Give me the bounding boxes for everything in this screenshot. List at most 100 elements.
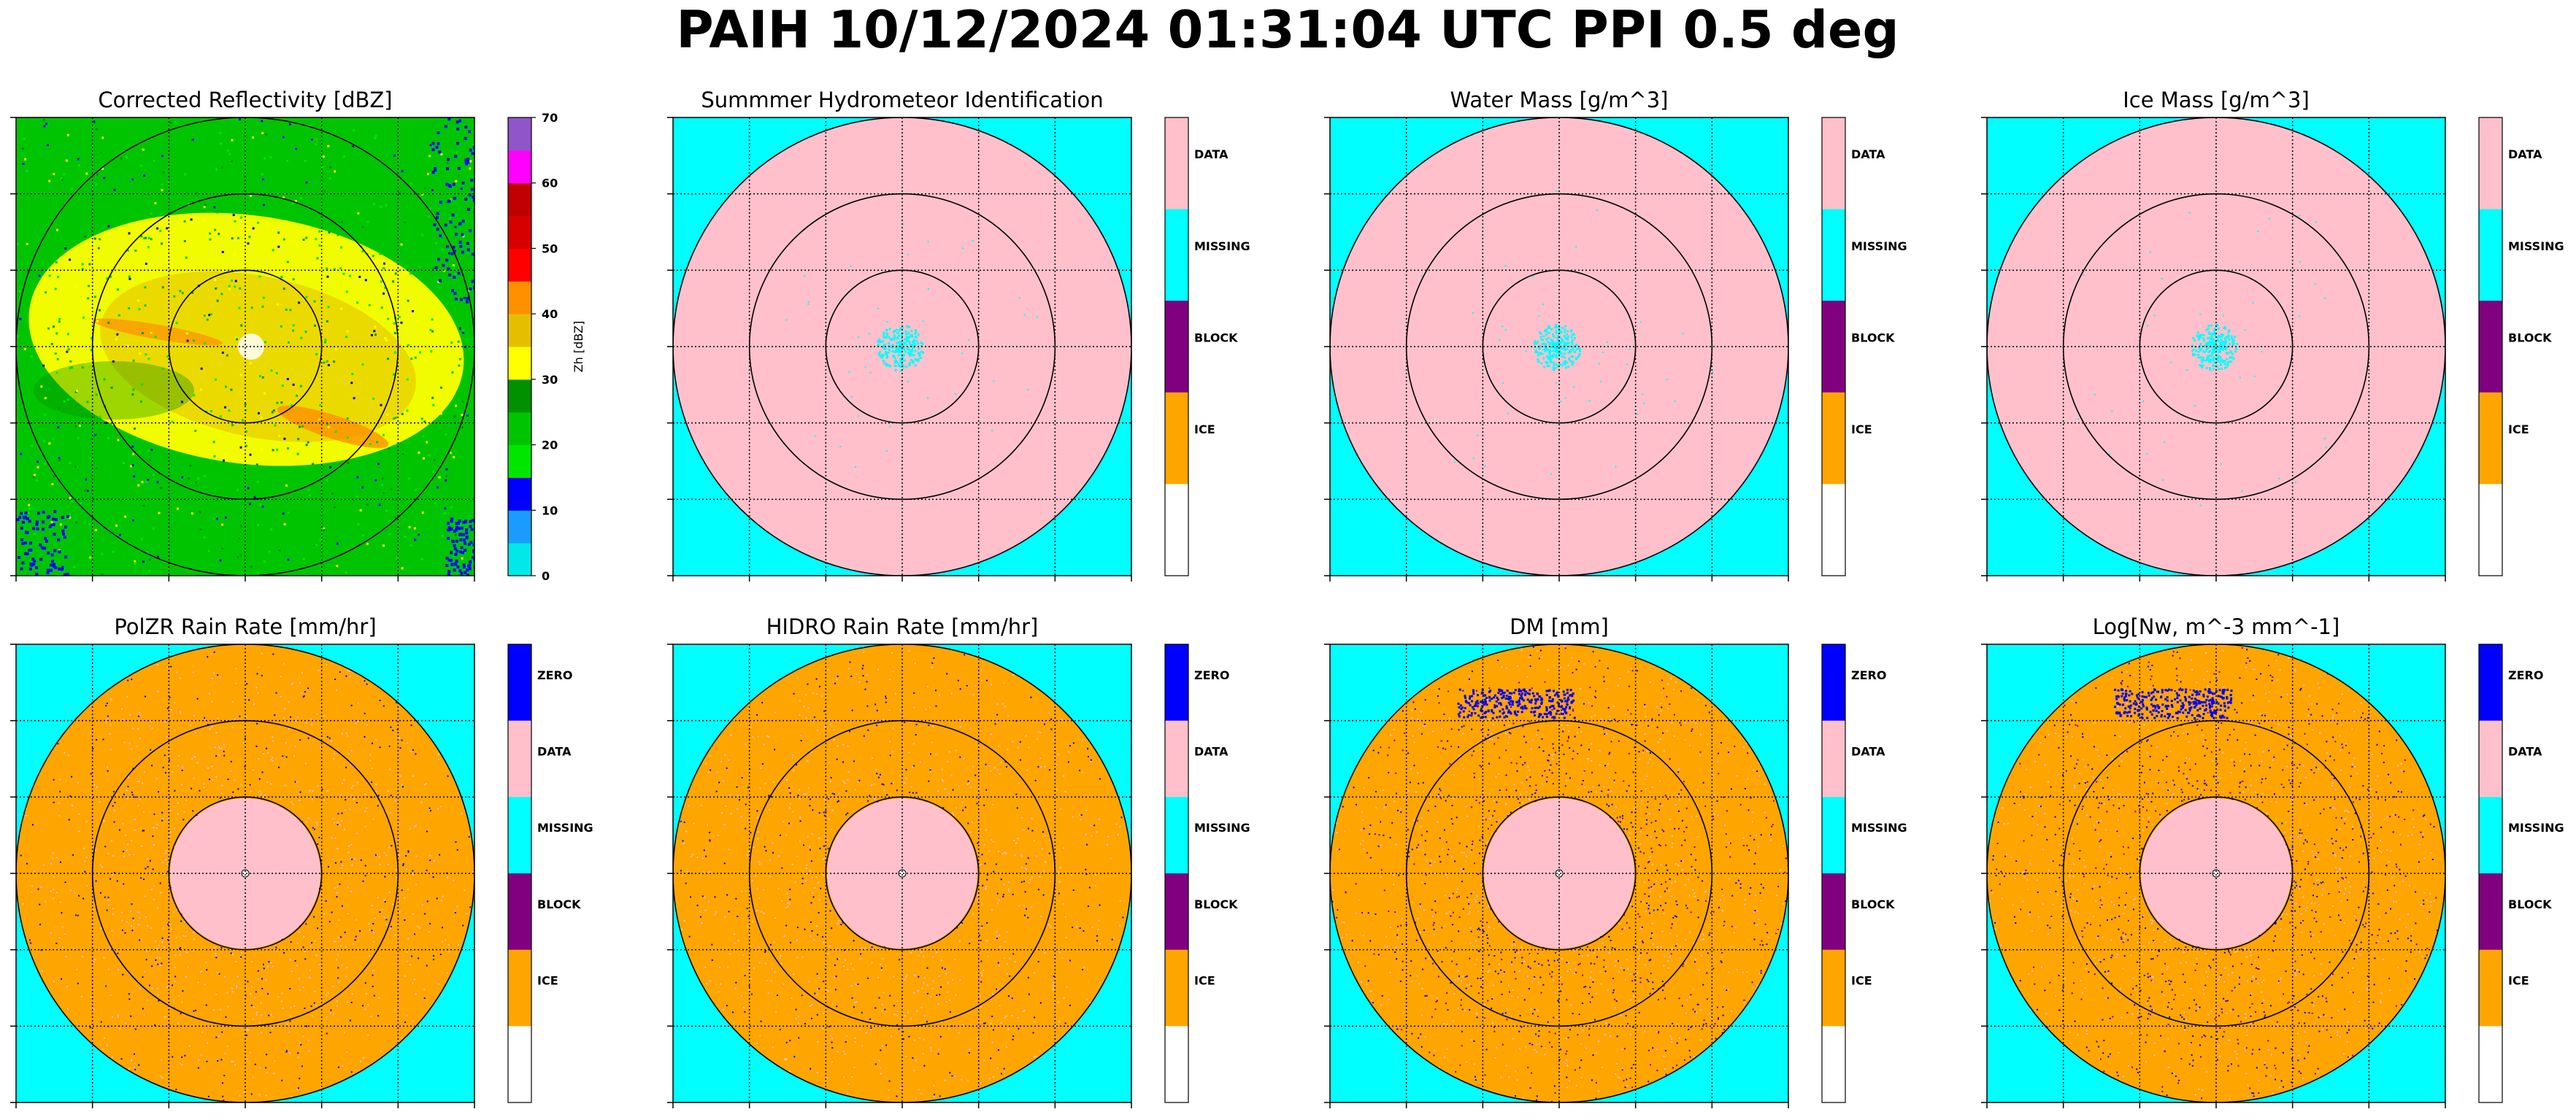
colorbar-swatch <box>508 444 531 478</box>
panel-5: HIDRO Rain Rate [mm/hr] ZERO DATA MISSING BL… <box>667 614 1250 1108</box>
colorbar-category-label: MISSING <box>537 821 593 835</box>
colorbar-category-label: BLOCK <box>2508 331 2552 344</box>
colorbar-swatch <box>1822 949 1845 1027</box>
colorbar-category-label: BLOCK <box>537 897 581 911</box>
colorbar-swatch <box>508 949 531 1027</box>
colorbar-category-label: DATA <box>1194 745 1229 759</box>
colorbar-category-label: MISSING <box>1194 821 1250 835</box>
colorbar: ZERO DATA MISSING BLOCK ICE <box>1164 644 1250 1103</box>
colorbar: ZERO DATA MISSING BLOCK ICE <box>2478 644 2564 1103</box>
plot-area <box>16 644 474 1102</box>
colorbar-swatch <box>1165 873 1188 951</box>
colorbar-category-label: BLOCK <box>2508 897 2552 911</box>
axis-ticks <box>10 644 475 1108</box>
axis-ticks <box>1981 117 2446 582</box>
axis-ticks <box>667 644 1132 1108</box>
colorbar-category-label: BLOCK <box>1851 331 1895 344</box>
colorbar: DATA MISSING BLOCK ICE <box>1164 117 1250 576</box>
colorbar-swatch <box>508 150 531 184</box>
panel-3: Ice Mass [g/m^3] DATA MISSING BLOCK ICE <box>1981 88 2564 582</box>
colorbar-category-label: ICE <box>1851 974 1872 988</box>
colorbar-swatch <box>1822 644 1845 722</box>
colorbar-tick-label: 10 <box>542 503 558 517</box>
colorbar-swatch <box>1822 209 1845 301</box>
colorbar-label: Zh [dBZ] <box>572 321 585 373</box>
colorbar-swatch <box>1822 797 1845 874</box>
colorbar-category-label: DATA <box>2508 745 2542 759</box>
colorbar-tick-label: 0 <box>542 569 550 583</box>
colorbar-swatch <box>508 412 531 446</box>
colorbar-category-label: ICE <box>2508 974 2529 988</box>
panel-title: Water Mass [g/m^3] <box>1450 88 1669 112</box>
colorbar-tick-label: 60 <box>542 177 558 190</box>
range-rings <box>1330 644 1788 1102</box>
colorbar: DATA MISSING BLOCK ICE <box>1821 117 1907 576</box>
colorbar-swatch <box>508 510 531 544</box>
colorbar-swatch <box>508 215 531 249</box>
plot-area <box>1330 644 1788 1102</box>
colorbar-swatch <box>1165 720 1188 797</box>
colorbar-swatch <box>2479 949 2502 1027</box>
panel-title: Summmer Hydrometeor Identification <box>701 88 1103 112</box>
axis-ticks <box>1981 644 2446 1108</box>
colorbar-swatch <box>2479 209 2502 301</box>
colorbar-tick-label: 30 <box>542 373 558 387</box>
colorbar: 0 10 20 30 40 50 60 70 Zh [dBZ] <box>507 111 585 583</box>
colorbar: ZERO DATA MISSING BLOCK ICE <box>1821 644 1907 1103</box>
colorbar-swatch <box>1165 392 1188 484</box>
colorbar-category-label: ZERO <box>1851 668 1886 682</box>
colorbar-swatch <box>508 248 531 282</box>
colorbar-category-label: ICE <box>2508 422 2529 436</box>
colorbar-swatch <box>2479 117 2502 210</box>
range-rings <box>16 644 474 1102</box>
colorbar-swatch <box>1822 301 1845 393</box>
panel-title: Log[Nw, m^-3 mm^-1] <box>2093 614 2340 639</box>
panel-title: PolZR Rain Rate [mm/hr] <box>114 614 376 639</box>
colorbar-tick-label: 70 <box>542 111 558 125</box>
colorbar-category-label: BLOCK <box>1851 897 1895 911</box>
colorbar-swatch <box>1165 117 1188 210</box>
colorbar-swatch <box>1165 797 1188 874</box>
colorbar-swatch <box>1822 720 1845 797</box>
colorbar-swatch <box>508 314 531 347</box>
colorbar-tick-label: 20 <box>542 439 558 452</box>
plot-area <box>673 644 1131 1102</box>
panel-0: Corrected Reflectivity [dBZ] 0 10 20 30 40 50 6… <box>10 88 585 583</box>
axis-ticks <box>1324 117 1789 582</box>
colorbar-swatch <box>2479 392 2502 484</box>
colorbar-swatch <box>508 797 531 874</box>
colorbar-swatch <box>1165 301 1188 393</box>
colorbar-swatch <box>2479 484 2502 576</box>
speckle-field <box>2069 212 2327 506</box>
colorbar-category-label: MISSING <box>1851 821 1907 835</box>
colorbar-swatch <box>1165 949 1188 1027</box>
panels-container: Corrected Reflectivity [dBZ] 0 10 20 30 40 50 6… <box>10 88 2564 1108</box>
colorbar-category-label: ZERO <box>1194 668 1229 682</box>
range-rings <box>1987 117 2445 576</box>
colorbar-category-label: DATA <box>2508 147 2542 161</box>
colorbar-category-label: ZERO <box>2508 668 2543 682</box>
colorbar-swatch <box>508 281 531 314</box>
colorbar-category-label: ICE <box>1851 422 1872 436</box>
range-rings <box>1987 644 2445 1102</box>
colorbar-category-label: MISSING <box>1194 239 1250 253</box>
range-rings <box>1330 117 1788 576</box>
panel-1: Summmer Hydrometeor Identification DATA MI… <box>667 88 1250 582</box>
colorbar-category-label: DATA <box>1194 147 1229 161</box>
plot-area <box>673 117 1131 576</box>
panel-7: Log[Nw, m^-3 mm^-1] ZERO DATA MISSING BLOCK I… <box>1981 614 2564 1108</box>
colorbar-swatch <box>1165 1026 1188 1102</box>
colorbar-category-label: DATA <box>537 745 572 759</box>
colorbar-swatch <box>1165 209 1188 301</box>
colorbar-swatch <box>508 644 531 722</box>
colorbar-swatch <box>508 543 531 576</box>
colorbar-category-label: MISSING <box>1851 239 1907 253</box>
reflectivity-field <box>16 117 474 576</box>
colorbar-swatch <box>508 379 531 413</box>
colorbar-swatch <box>2479 1026 2502 1102</box>
colorbar-swatch <box>508 873 531 951</box>
axis-ticks <box>667 117 1132 582</box>
axis-ticks <box>10 117 475 582</box>
colorbar-swatch <box>508 477 531 511</box>
colorbar-swatch <box>508 117 531 151</box>
